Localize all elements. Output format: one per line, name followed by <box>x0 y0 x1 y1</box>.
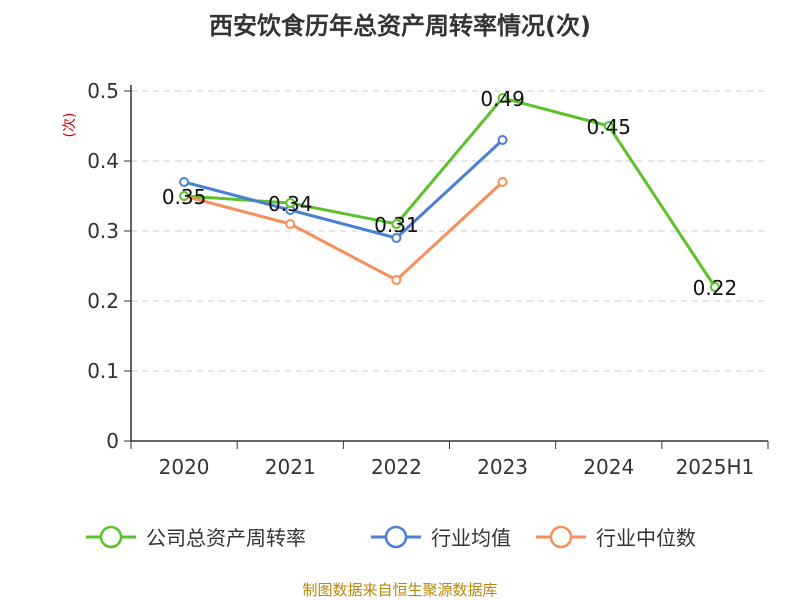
data-point-1 <box>179 177 190 187</box>
data-point-0 <box>285 198 296 208</box>
data-point-1 <box>391 233 402 243</box>
legend: 公司总资产周转率 行业均值 行业中位数 <box>86 525 696 550</box>
series-group <box>179 93 720 292</box>
y-tick-label: 0.3 <box>87 219 119 243</box>
chart-title: 西安饮食历年总资产周转率情况(次) <box>209 12 591 40</box>
data-point-2 <box>391 275 402 285</box>
x-tick-label: 2021 <box>265 455 316 479</box>
data-point-0 <box>497 93 508 103</box>
data-point-0 <box>709 282 720 292</box>
y-tick-label: 0 <box>106 429 119 453</box>
source-note: 制图数据来自恒生聚源数据库 <box>302 581 497 599</box>
data-label: 0.45 <box>586 115 631 139</box>
y-tick-label: 0.4 <box>87 149 119 173</box>
x-tick-label: 2024 <box>583 455 634 479</box>
data-point-0 <box>391 219 402 229</box>
data-label: 0.34 <box>268 192 313 216</box>
series-line-2 <box>183 180 504 282</box>
data-labels: 0.35 0.34 0.31 0.49 0.45 0.22 <box>162 87 737 300</box>
y-tick-label: 0.1 <box>87 359 119 383</box>
data-point-2 <box>497 177 508 187</box>
x-tick-label: 2023 <box>477 455 528 479</box>
grid-lines <box>131 90 768 372</box>
x-tick-label: 2025H1 <box>676 455 755 479</box>
data-point-1 <box>497 135 508 145</box>
y-axis-label: (次) <box>62 113 78 138</box>
series-line-1 <box>183 138 504 240</box>
data-point-2 <box>285 219 296 229</box>
legend-swatch-marker <box>99 525 123 549</box>
legend-label: 公司总资产周转率 <box>146 526 306 550</box>
data-label: 0.49 <box>480 87 525 111</box>
y-tick-label: 0.5 <box>87 79 119 103</box>
x-tick-label: 2022 <box>371 455 422 479</box>
data-point-0 <box>179 191 190 201</box>
axes: 0 0.1 0.2 0.3 0.4 0.5 2020 2021 2022 2023 2024 2025… <box>87 79 769 479</box>
data-label: 0.22 <box>693 276 738 300</box>
legend-swatch-marker <box>549 525 573 549</box>
series-line-0 <box>183 96 717 288</box>
data-label: 0.31 <box>374 213 419 237</box>
legend-label: 行业中位数 <box>596 526 696 550</box>
x-tick-label: 2020 <box>159 455 210 479</box>
y-tick-label: 0.2 <box>87 289 119 313</box>
data-point-0 <box>603 121 614 131</box>
legend-swatch-marker <box>384 525 408 549</box>
data-label: 0.35 <box>162 185 207 209</box>
legend-label: 行业均值 <box>431 526 511 550</box>
